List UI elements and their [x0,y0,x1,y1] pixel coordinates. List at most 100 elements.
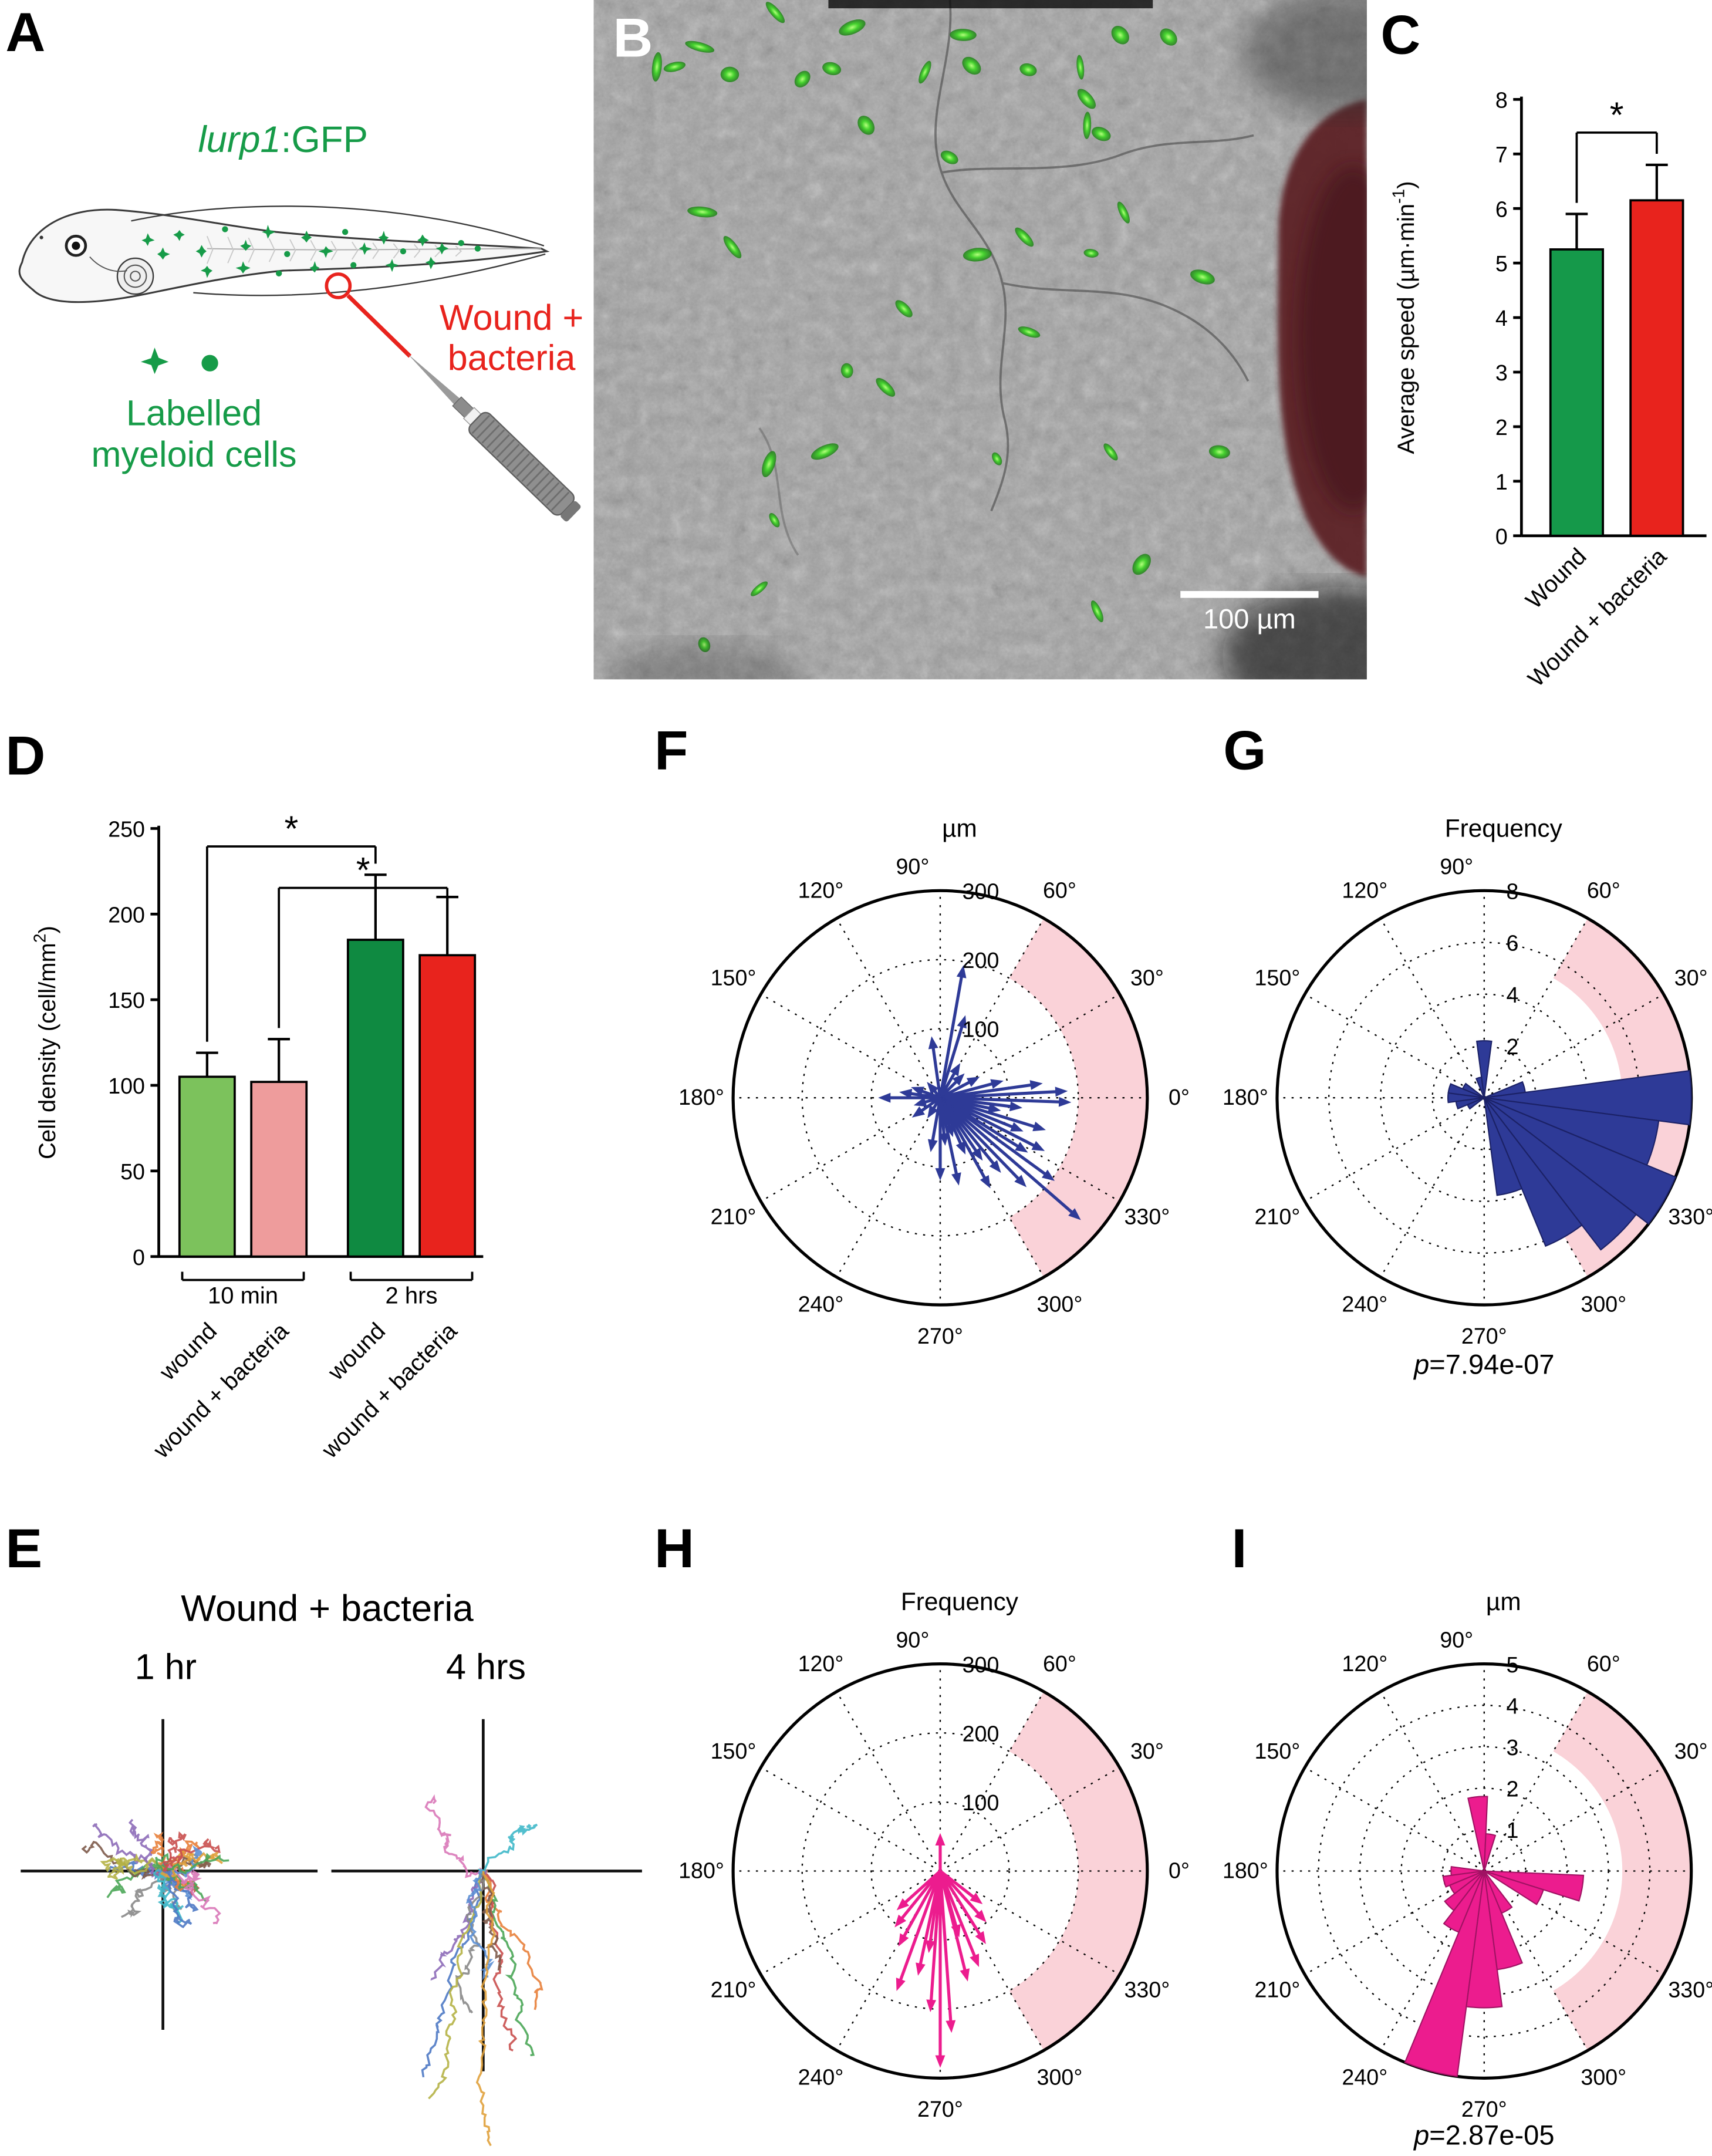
myotome-line [310,239,317,261]
y-tick-label: 8 [1495,87,1508,112]
polar-arrow [938,1023,965,1098]
wound-label-line1: Wound + [439,296,584,339]
angle-label: 90° [896,1627,929,1652]
polar-arrow-head [1015,1142,1028,1153]
wound-label-line2: bacteria [447,336,576,379]
gfp-cells-layer [651,2,1230,652]
polar-arrow-head [913,1097,927,1107]
polar-arrow [939,1096,1022,1183]
polar-arrow-head [927,1105,938,1119]
spoke-line [760,1870,941,1975]
gfp-cell [1103,443,1118,461]
track-line [475,1871,497,2147]
polar-title: Frequency [901,1588,1019,1615]
polar-arrow-head [935,1833,946,1845]
angle-label: 150° [1254,965,1300,990]
angle-label: 180° [678,1085,724,1109]
needle-ridge [481,424,500,444]
rose-wedge [1483,1870,1513,1914]
polar-arrow-head [975,1931,986,1945]
angle-label: 120° [1342,878,1387,902]
rose-wedge [1483,1097,1523,1196]
gfp-cell [720,66,739,82]
track-line [478,1823,538,1874]
angle-label: 90° [1440,854,1473,879]
tadpole-nostril [39,235,43,239]
gfp-cell [1111,26,1129,45]
myeloid-cell-icon [235,261,251,274]
y-tick-label: 200 [108,902,145,927]
grid-circle [801,959,1079,1237]
group-label: 2 hrs [386,1283,438,1309]
gfp-cell [1076,55,1085,80]
p-symbol: p [1414,1350,1430,1381]
gfp-cell [963,248,992,262]
angle-label: 270° [917,1324,963,1348]
bar [1629,199,1684,537]
polar-arrow-head [896,1978,906,1991]
radial-tick-label: 300 [963,1652,999,1677]
needle-ridge [491,434,510,454]
myotome-line [227,237,234,264]
polar-arrow-head [1009,1122,1024,1132]
gfp-cell [1083,112,1092,139]
radial-tick-label: 1 [1506,1818,1518,1843]
angle-label: 30° [1130,965,1164,990]
y-tick-label: 50 [120,1159,145,1184]
rose-wedge [1483,1871,1524,1971]
radial-tick-label: 2 [1506,1034,1518,1059]
myeloid-cell-icon [173,230,185,241]
polar-arrow-head [928,1036,938,1050]
radial-tick-label: 4 [1506,983,1518,1007]
radial-tick-label: 3 [1506,1735,1518,1760]
track-line [479,1870,535,2057]
grid-circle [1359,1746,1609,1996]
angle-label: 60° [1587,878,1620,902]
sig-star: * [356,850,370,890]
gfp-cell [794,70,811,87]
myeloid-cell-dot [474,245,481,252]
gfp-cell [723,236,742,259]
polar-arrow-head [1058,1096,1072,1107]
angle-label: 330° [1668,1978,1712,2002]
myeloid-cell-icon [141,233,155,246]
polar-arrow-head [1031,1141,1045,1151]
grid-circle [1442,1828,1527,1914]
needle-tip [407,353,460,404]
gfp-cell [962,56,981,75]
p-value-i: p=2.87e-05 [1346,2121,1622,2152]
track-line [162,1831,187,1872]
spoke-line [1380,917,1485,1098]
rose-wedge [1483,1097,1637,1251]
rose-wedge [1466,1097,1485,1110]
category-label: Wound + bacteria [1523,543,1672,692]
blood-vessels [758,0,1254,556]
polar-arrow [901,1870,942,1941]
y-tick-label: 0 [133,1245,145,1270]
myeloid-cell-icon [417,234,429,247]
bar [178,1075,236,1258]
p-symbol: p [1414,2121,1430,2152]
polar-arrow-head [898,1933,909,1947]
polar-arrow [940,1096,1063,1104]
polar-arrow-head [878,1092,891,1103]
polar-arrow-head [957,1015,967,1029]
labelled-myeloid-cells [141,224,481,278]
chart-average-speed: 0 1 2 3 4 5 6 7 8 Average speed (µm·min-1) WoundWo… [1389,87,1707,692]
tracks-sub1-label: 1 hr [134,1646,197,1688]
gfp-cell [651,52,662,82]
angle-label: 120° [1342,1651,1387,1676]
gfp-cell [950,29,977,41]
y-tick-label: 7 [1495,142,1508,167]
angle-label: 120° [798,878,844,902]
gfp-cell [687,206,718,218]
gfp-cell [919,60,931,84]
myotome-line [248,237,255,263]
gfp-cell [1117,201,1130,224]
needle-tip-line [346,293,412,358]
tadpole-schematic [18,205,581,522]
track-line [107,1858,164,1880]
rose-wedge [1483,1833,1497,1871]
injection-needle [407,353,581,522]
